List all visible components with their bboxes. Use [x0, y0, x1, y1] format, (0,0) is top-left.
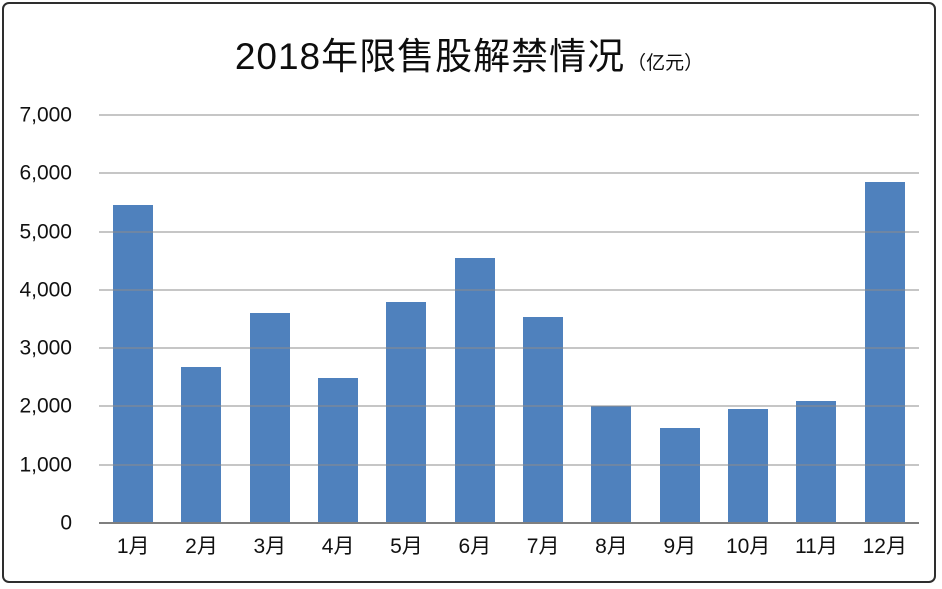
bar-3月: [249, 313, 290, 523]
y-tick-label: 7,000: [19, 103, 72, 127]
bar-slot: [99, 115, 167, 523]
bar-slot: [851, 115, 919, 523]
bar-slot: [304, 115, 372, 523]
chart-title-text: 2018年限售股解禁情况: [234, 36, 626, 77]
x-tick-label: 8月: [595, 535, 628, 558]
x-tick-label: 5月: [390, 535, 423, 558]
bar-1月: [113, 205, 154, 523]
gridline: [99, 464, 919, 466]
gridline: [99, 114, 919, 116]
y-axis: 0 1,000 2,000 3,000 4,000 5,000 6,000 7,000: [4, 105, 72, 534]
x-tick-label: 3月: [253, 535, 287, 558]
bar-slot: [167, 115, 235, 523]
bar-series: [99, 115, 919, 523]
gridline: [99, 289, 919, 291]
x-tick-label: 7月: [526, 535, 560, 558]
x-axis: 1月 2月 3月 4月 5月 6月 7月 8月 9月 10月 11月 12月: [99, 532, 919, 562]
bar-6月: [454, 258, 495, 523]
bar-slot: [441, 115, 509, 523]
gridline: [99, 347, 919, 349]
x-tick-label: 2月: [185, 535, 218, 558]
bar-slot: [509, 115, 577, 523]
plot-area: [99, 114, 919, 524]
gridline: [99, 172, 919, 174]
bar-9月: [659, 428, 700, 523]
y-tick-label: 6,000: [19, 161, 72, 185]
bar-slot: [236, 115, 304, 523]
x-tick-label: 1月: [116, 535, 150, 558]
chart-title: 2018年限售股解禁情况 （亿元）: [4, 26, 934, 80]
y-tick-label: 0: [60, 511, 72, 535]
bar-10月: [728, 409, 769, 523]
y-tick-label: 1,000: [19, 453, 72, 477]
x-tick-label: 6月: [458, 535, 492, 558]
bar-slot: [646, 115, 714, 523]
y-tick-label: 5,000: [19, 220, 72, 244]
bar-slot: [577, 115, 645, 523]
x-tick-label: 9月: [663, 535, 697, 558]
x-tick-label: 4月: [321, 535, 355, 558]
bar-5月: [386, 302, 427, 523]
bar-11月: [796, 400, 837, 523]
bar-slot: [782, 115, 850, 523]
bar-12月: [864, 182, 905, 523]
x-axis-line: [99, 522, 919, 524]
x-tick-label: 11月: [795, 535, 838, 558]
y-tick-label: 4,000: [19, 278, 72, 302]
gridline: [99, 405, 919, 407]
chart-title-unit: （亿元）: [627, 53, 704, 74]
bar-slot: [714, 115, 782, 523]
bar-2月: [181, 367, 222, 523]
x-tick-label: 12月: [862, 535, 907, 558]
bar-slot: [372, 115, 440, 523]
x-tick-label: 10月: [725, 535, 771, 558]
bar-4月: [318, 378, 359, 523]
bar-7月: [523, 316, 564, 523]
chart-frame: 2018年限售股解禁情况 （亿元） 0 1,000 2,000 3,000 4,000 5,…: [2, 2, 936, 583]
y-tick-label: 3,000: [19, 336, 72, 360]
y-tick-label: 2,000: [19, 394, 72, 418]
gridline: [99, 231, 919, 233]
